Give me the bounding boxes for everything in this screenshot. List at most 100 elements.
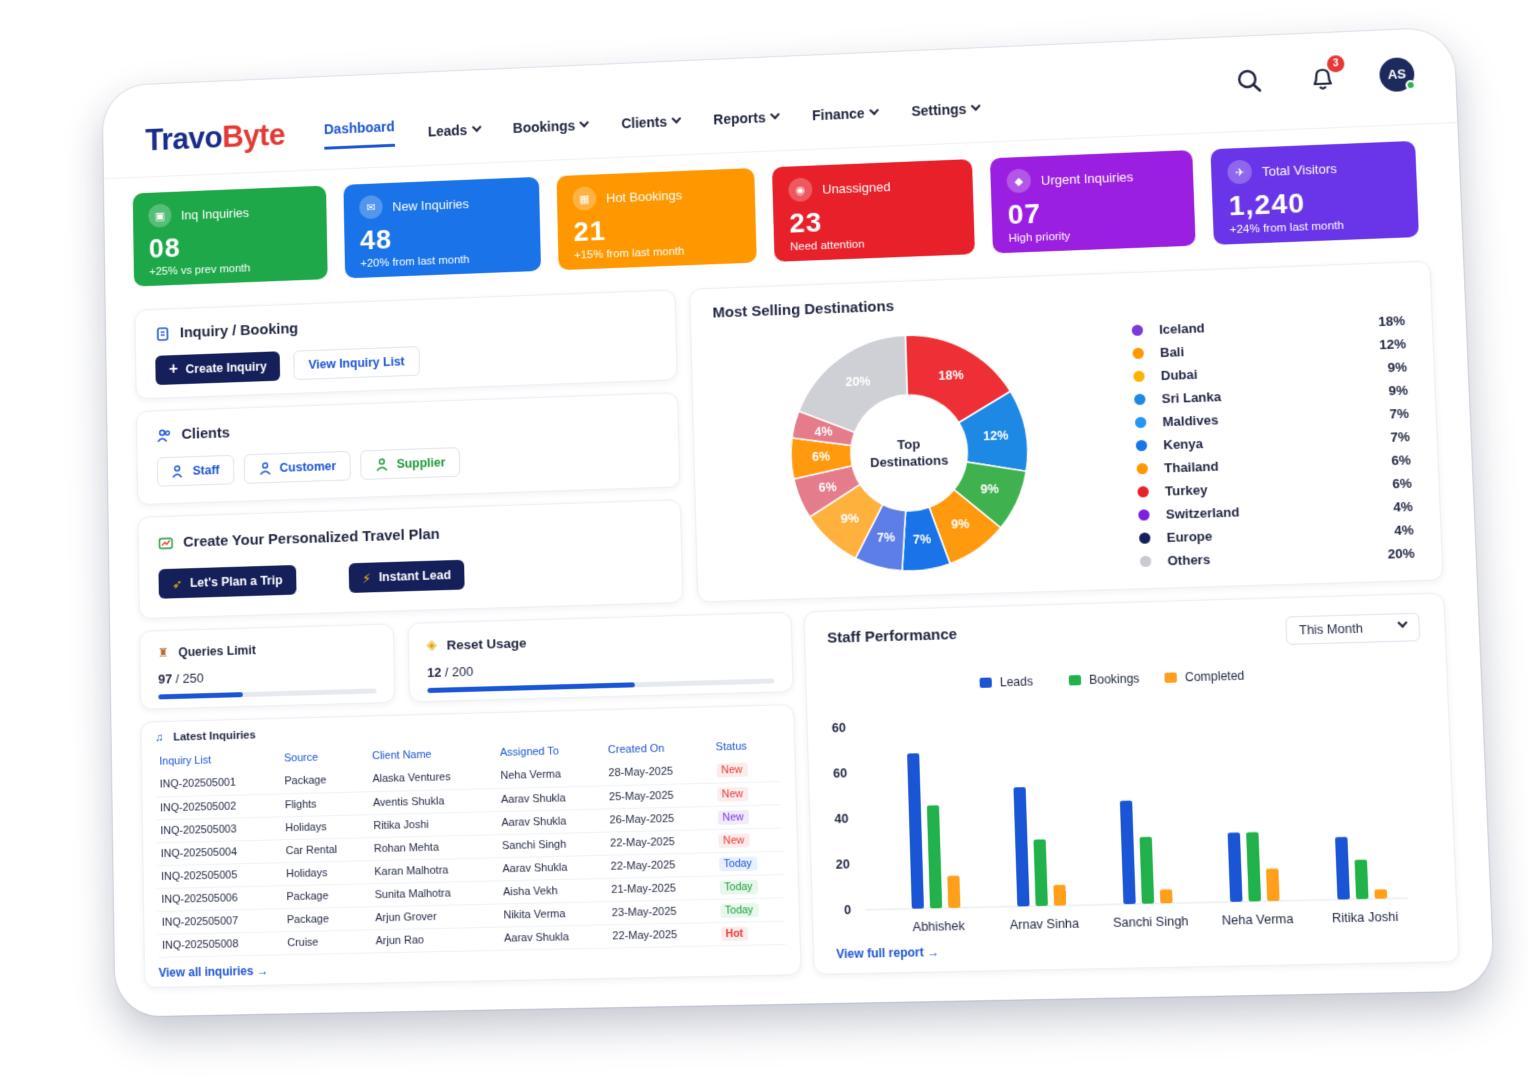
online-indicator [1405, 80, 1416, 90]
pie-slice-label: 18% [938, 368, 964, 383]
x-tick-label: Abhishek [912, 919, 965, 935]
pie-slice-label: 9% [951, 517, 970, 532]
stat-card[interactable]: ◆ Urgent Inquiries 07 High priority [990, 150, 1196, 253]
cell-created: 22-May-2025 [606, 829, 715, 855]
nav-item-clients[interactable]: Clients [621, 106, 680, 137]
cell-source: Package [282, 883, 371, 908]
nav-item-reports[interactable]: Reports [713, 102, 779, 133]
app-logo[interactable]: TravoByte [145, 117, 285, 158]
bar[interactable] [1228, 832, 1243, 901]
period-select[interactable]: This Month [1285, 613, 1420, 645]
clients-title: Clients [156, 410, 658, 444]
calendar-icon: ▦ [572, 186, 596, 210]
stat-card[interactable]: ▣ Inq Inquiries 08 +25% vs prev month [133, 186, 328, 287]
bar[interactable] [1053, 885, 1066, 906]
queries-total: / 250 [176, 670, 204, 686]
legend-dot [1139, 532, 1151, 543]
bar[interactable] [1335, 837, 1350, 900]
cell-created: 23-May-2025 [608, 899, 717, 925]
reset-total: / 200 [445, 664, 474, 680]
staff-button[interactable]: Staff [157, 455, 234, 487]
status-badge: New [716, 763, 747, 778]
cell-client: Arjun Rao [371, 927, 500, 953]
bar[interactable] [1266, 869, 1280, 902]
stat-card-header: ▣ Inq Inquiries [148, 198, 311, 228]
cell-id: INQ-202505007 [158, 908, 283, 934]
pie-slice-label: 20% [845, 374, 870, 389]
legend-percent: 12% [1365, 336, 1407, 353]
bar[interactable] [1355, 860, 1369, 900]
stat-card[interactable]: ▦ Hot Bookings 21 +15% from last month [556, 168, 756, 270]
queries-progress [158, 688, 376, 699]
nav-item-dashboard[interactable]: Dashboard [324, 119, 395, 150]
chevron-down-icon [971, 101, 981, 111]
bar[interactable] [907, 753, 924, 908]
search-button[interactable] [1233, 64, 1267, 97]
stat-card[interactable]: ✈ Total Visitors 1,240 +24% from last month [1210, 141, 1419, 245]
bar[interactable] [1246, 832, 1261, 901]
bar[interactable] [1374, 889, 1387, 899]
destinations-legend: Iceland 18% Bali 12% Dubai 9% Sri Lanka 9% Maldi… [1131, 309, 1415, 573]
y-tick-label: 60 [833, 766, 848, 781]
legend-dot [1132, 348, 1144, 359]
cell-id: INQ-202505004 [157, 839, 282, 865]
bar[interactable] [1120, 801, 1136, 905]
view-inquiry-list-button[interactable]: View Inquiry List [294, 346, 420, 380]
customer-button[interactable]: Customer [243, 451, 351, 484]
bar[interactable] [1140, 837, 1155, 904]
bar-legend-swatch [980, 677, 992, 687]
create-inquiry-button[interactable]: + Create Inquiry [155, 351, 280, 385]
staff-performance-bar-chart: Leads Bookings Completed 0 20 40 60 60 Abhishek A… [818, 645, 1431, 955]
column-header[interactable]: Created On [604, 737, 712, 762]
nav-item-finance[interactable]: Finance [812, 98, 878, 129]
instant-lead-button[interactable]: ⚡ Instant Lead [348, 560, 464, 593]
bar[interactable] [1033, 839, 1047, 906]
cell-source: Package [283, 906, 372, 931]
status-badge: New [717, 786, 748, 801]
column-header[interactable]: Client Name [368, 743, 496, 768]
plan-trip-label: Let's Plan a Trip [190, 573, 283, 590]
legend-percent: 4% [1371, 499, 1413, 516]
plus-icon: + [169, 361, 178, 379]
plan-trip-button[interactable]: ➶ Let's Plan a Trip [158, 565, 296, 599]
nav-item-bookings[interactable]: Bookings [513, 110, 589, 141]
view-full-report-link[interactable]: View full report → [836, 945, 939, 961]
view-inquiry-list-label: View Inquiry List [308, 355, 405, 372]
notifications-button[interactable]: 3 [1306, 61, 1340, 94]
rocket-icon: ➶ [172, 576, 182, 591]
nav-item-label: Reports [713, 109, 766, 127]
cell-status: Hot [716, 921, 785, 946]
stat-card[interactable]: ✉ New Inquiries 48 +20% from last month [343, 177, 541, 279]
column-header[interactable]: Status [711, 736, 780, 760]
bar[interactable] [1160, 889, 1173, 903]
status-badge: Hot [720, 926, 748, 941]
header-actions: 3 AS [1233, 57, 1415, 99]
view-all-inquiries-link[interactable]: View all inquiries → [159, 953, 787, 980]
cell-status: Today [715, 874, 784, 899]
latest-inquiries-panel: ♫ Latest Inquiries Inquiry List Source Cli… [140, 704, 801, 988]
bar[interactable] [947, 876, 960, 908]
y-tick-label: 40 [834, 812, 849, 827]
nav-item-label: Bookings [513, 117, 576, 135]
staff-icon [171, 464, 185, 478]
status-badge: New [717, 810, 748, 825]
logo-part-a: Travo [145, 120, 222, 157]
bar[interactable] [927, 805, 942, 908]
cell-created: 21-May-2025 [607, 876, 716, 902]
supplier-button[interactable]: Supplier [360, 447, 460, 480]
user-avatar[interactable]: AS [1379, 57, 1415, 92]
column-header[interactable]: Source [280, 746, 368, 770]
nav-item-leads[interactable]: Leads [428, 115, 481, 145]
legend-name: Switzerland [1166, 500, 1372, 522]
queries-limit-panel: ♜ Queries Limit 97 / 250 [139, 623, 395, 709]
stat-value: 08 [149, 227, 312, 265]
column-header[interactable]: Assigned To [496, 740, 604, 765]
inbox-icon: ▣ [148, 204, 171, 228]
bar[interactable] [1013, 787, 1029, 906]
legend-dot [1137, 463, 1149, 474]
column-header[interactable]: Inquiry List [155, 749, 280, 774]
stat-card[interactable]: ◉ Unassigned 23 Need attention [772, 159, 975, 262]
chevron-down-icon [472, 122, 482, 132]
chevron-down-icon [580, 118, 590, 128]
nav-item-settings[interactable]: Settings [911, 94, 980, 125]
